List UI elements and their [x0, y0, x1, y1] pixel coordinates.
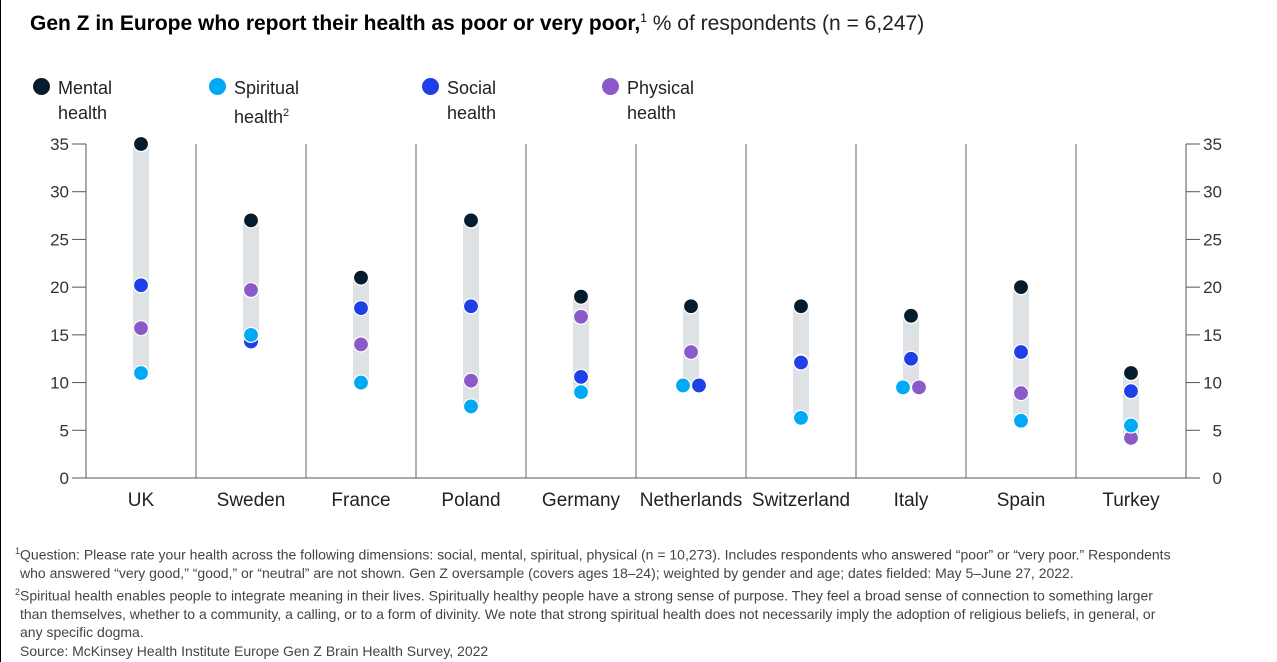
legend-marker-physical	[602, 78, 619, 95]
data-point-spiritual	[674, 377, 692, 394]
data-point-social	[1012, 343, 1030, 361]
legend-footnote-marker: 2	[283, 107, 290, 119]
data-point-physical	[462, 372, 480, 389]
legend-label-mental: Mental health	[58, 78, 113, 123]
y-tick-label-right: 35	[1203, 135, 1222, 154]
data-point-mental	[462, 212, 480, 229]
data-point-social	[1122, 383, 1140, 400]
legend-marker-mental	[33, 78, 50, 95]
footnote-1-line-2: who answered “very good,” “good,” or “ne…	[20, 565, 1074, 582]
y-tick-label-left: 30	[50, 183, 69, 202]
data-point-spiritual	[132, 364, 150, 382]
y-tick-label-left: 25	[50, 230, 69, 249]
range-bar	[133, 144, 149, 374]
y-tick-label-right: 10	[1203, 374, 1222, 393]
data-point-physical	[572, 308, 590, 325]
data-point-social	[132, 277, 150, 294]
y-tick-label-right: 0	[1213, 469, 1222, 488]
category-label: Spain	[997, 490, 1046, 511]
y-tick-label-left: 15	[50, 326, 69, 345]
title-footnote-marker: 1	[640, 11, 647, 25]
legend-item-mental: Mental health	[33, 76, 112, 126]
data-point-physical	[242, 281, 260, 299]
data-point-physical	[1012, 384, 1030, 402]
category-label: Italy	[894, 490, 929, 511]
data-point-spiritual	[1012, 412, 1030, 429]
data-point-mental	[132, 135, 150, 153]
y-tick-label-left: 0	[60, 469, 69, 488]
legend-label-spiritual: Spiritual health2	[234, 78, 300, 127]
data-point-social	[902, 350, 920, 367]
range-bar	[243, 220, 259, 342]
data-point-spiritual	[352, 374, 370, 391]
y-tick-label-left: 10	[50, 374, 69, 393]
data-point-physical	[352, 336, 370, 353]
footnote-2-line-3: any specific dogma.	[20, 624, 144, 641]
legend-item-social: Social health	[422, 76, 496, 126]
legend-item-spiritual: Spiritual health2	[209, 76, 299, 130]
data-point-mental	[352, 269, 370, 286]
data-point-mental	[242, 212, 260, 229]
legend-label-social: Social health	[447, 78, 497, 123]
data-point-physical	[682, 343, 700, 361]
data-point-mental	[1012, 279, 1030, 296]
category-label: Poland	[441, 490, 500, 511]
title-subtitle: % of respondents (n = 6,247)	[646, 12, 925, 35]
data-point-physical	[132, 320, 150, 337]
category-label: UK	[128, 490, 155, 511]
data-point-mental	[572, 288, 590, 305]
legend-marker-spiritual	[209, 78, 226, 95]
data-point-spiritual	[894, 379, 912, 396]
category-label: Germany	[542, 490, 621, 511]
footnote-2-line-1: 2Spiritual health enables people to inte…	[15, 586, 1153, 604]
y-tick-label-right: 5	[1213, 421, 1222, 440]
footnote-2-line-2: than themselves, whether to a community,…	[20, 605, 1156, 622]
footnote-1-line-1: 1Question: Please rate your health acros…	[15, 546, 1171, 563]
data-point-spiritual	[1122, 417, 1140, 434]
data-point-spiritual	[792, 409, 810, 426]
legend-label-physical: Physical health	[627, 78, 695, 123]
data-point-mental	[682, 298, 700, 315]
data-point-social	[462, 298, 480, 315]
data-point-social	[792, 354, 810, 371]
data-point-physical	[910, 379, 928, 396]
data-point-mental	[902, 307, 920, 324]
left-border-rule	[0, 0, 1, 662]
data-point-spiritual	[572, 384, 590, 401]
data-point-mental	[1122, 364, 1140, 382]
y-tick-label-left: 5	[60, 421, 69, 440]
category-label: Sweden	[217, 490, 286, 511]
legend-item-physical: Physical health	[602, 76, 694, 126]
category-label: France	[331, 490, 390, 511]
range-bar	[353, 277, 369, 383]
data-point-social	[352, 300, 370, 317]
data-point-social	[690, 377, 708, 394]
data-point-mental	[792, 298, 810, 315]
footnotes: 1Question: Please rate your health acros…	[15, 542, 1260, 660]
title-main: Gen Z in Europe who report their health …	[30, 12, 641, 35]
data-point-spiritual	[242, 326, 260, 343]
category-label: Turkey	[1102, 490, 1160, 511]
data-point-social	[572, 368, 590, 385]
y-tick-label-right: 25	[1203, 230, 1222, 249]
chart-title: Gen Z in Europe who report their health …	[30, 11, 924, 36]
y-tick-label-left: 35	[50, 135, 69, 154]
y-tick-label-right: 15	[1203, 326, 1222, 345]
y-tick-label-right: 30	[1203, 183, 1222, 202]
source-note: Source: McKinsey Health Institute Europe…	[20, 642, 489, 659]
category-label: Switzerland	[752, 490, 850, 511]
legend-marker-social	[422, 78, 439, 95]
category-label: Netherlands	[640, 490, 742, 511]
y-tick-label-right: 20	[1203, 278, 1222, 297]
y-tick-label-left: 20	[50, 278, 69, 297]
data-point-spiritual	[462, 398, 480, 415]
